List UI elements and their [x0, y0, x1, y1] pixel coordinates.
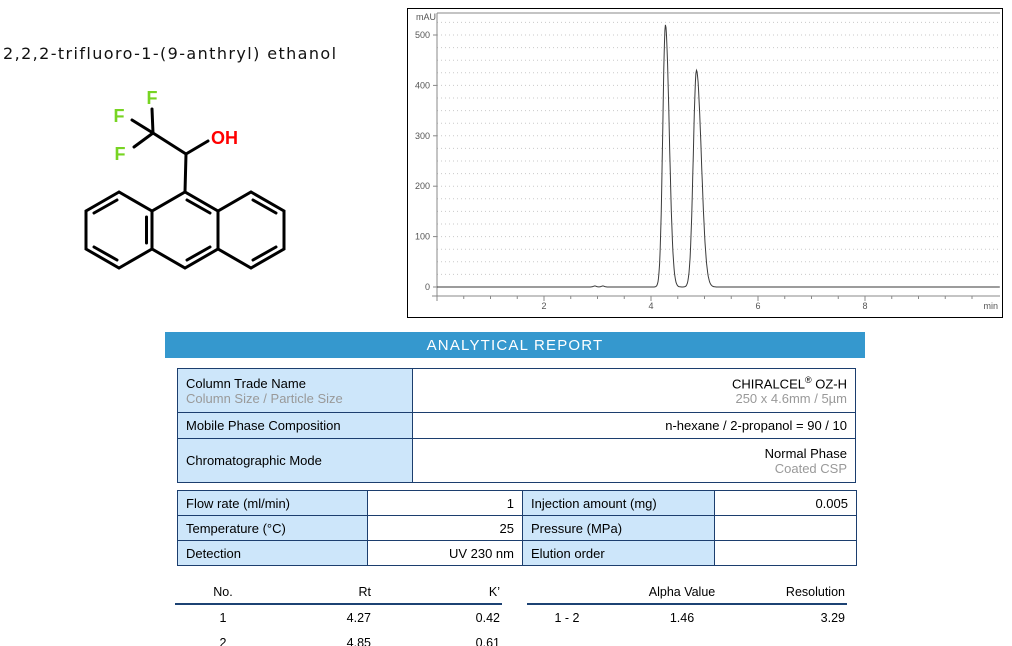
table-row: Detection UV 230 nm Elution order	[177, 540, 857, 566]
info-label: Chromatographic Mode	[177, 438, 413, 483]
param-label: Temperature (°C)	[177, 515, 368, 541]
results-header: No.	[175, 578, 271, 605]
info-sublabel: Column Size / Particle Size	[186, 390, 343, 406]
results-header: Resolution	[757, 578, 847, 605]
svg-text:mAU: mAU	[416, 12, 436, 22]
chromatogram-panel: mAU 0 100 200 300 400 500 2 4 6 8 min	[407, 8, 1003, 318]
results-header	[527, 578, 607, 605]
fluorine-label: F	[114, 106, 125, 126]
table-row: Alpha Value Resolution	[527, 578, 847, 605]
param-value: 1	[367, 490, 523, 516]
results-header: Alpha Value	[607, 578, 757, 605]
report-header-bar: ANALYTICAL REPORT	[165, 332, 865, 358]
param-label: Elution order	[522, 540, 715, 566]
separation-results-table: Alpha Value Resolution 1 - 2 1.46 3.29	[527, 578, 847, 630]
table-row: Chromatographic Mode Normal Phase Coated…	[177, 438, 856, 483]
info-label-cell: Column Trade Name Column Size / Particle…	[177, 368, 413, 413]
info-label: Column Trade Name	[186, 375, 306, 391]
table-row: Flow rate (ml/min) 1 Injection amount (m…	[177, 490, 857, 516]
table-row: Temperature (°C) 25 Pressure (MPa)	[177, 515, 857, 541]
svg-text:400: 400	[415, 80, 430, 90]
molecule-structure: F F F OH	[84, 88, 286, 270]
info-label: Mobile Phase Composition	[177, 412, 413, 439]
peak-k: 0.61	[475, 635, 500, 646]
param-label: Pressure (MPa)	[522, 515, 715, 541]
table-row: Column Trade Name Column Size / Particle…	[177, 368, 856, 413]
info-value-cell: Normal Phase Coated CSP	[412, 438, 856, 483]
info-value: CHIRALCEL® OZ-H	[732, 374, 847, 392]
peak-no: 1	[219, 610, 227, 625]
svg-text:8: 8	[862, 301, 867, 311]
parameters-table: Flow rate (ml/min) 1 Injection amount (m…	[177, 490, 857, 566]
info-subvalue: Coated CSP	[774, 460, 847, 476]
chromatogram-plot: mAU 0 100 200 300 400 500 2 4 6 8 min	[415, 12, 1000, 311]
table-row: 1 4.27 0.42	[175, 604, 502, 630]
peak-k: 0.42	[475, 610, 500, 625]
table-row: 1 - 2 1.46 3.29	[527, 604, 847, 630]
svg-text:100: 100	[415, 232, 430, 242]
peak-rt: 4.85	[346, 635, 371, 646]
fluorine-label: F	[115, 144, 126, 164]
fluorine-label: F	[147, 88, 158, 108]
param-value: UV 230 nm	[367, 540, 523, 566]
param-label: Injection amount (mg)	[522, 490, 715, 516]
info-value: Normal Phase	[764, 445, 847, 461]
svg-text:6: 6	[755, 301, 760, 311]
hydroxyl-label: OH	[211, 128, 238, 148]
peak-pair: 1 - 2	[554, 610, 580, 625]
peak-no: 2	[219, 635, 227, 646]
param-value: 0.005	[714, 490, 857, 516]
param-label: Flow rate (ml/min)	[177, 490, 368, 516]
results-header: Rt	[271, 578, 411, 605]
anthracene-skeleton	[84, 190, 286, 270]
param-label: Detection	[177, 540, 368, 566]
svg-text:200: 200	[415, 181, 430, 191]
compound-title: 2,2,2-trifluoro-1-(9-anthryl) ethanol	[3, 44, 338, 63]
svg-text:min: min	[983, 301, 998, 311]
substituent-bonds	[130, 107, 210, 194]
svg-text:4: 4	[648, 301, 653, 311]
svg-text:300: 300	[415, 131, 430, 141]
column-info-table: Column Trade Name Column Size / Particle…	[177, 368, 856, 483]
info-value: n-hexane / 2-propanol = 90 / 10	[412, 412, 856, 439]
param-value: 25	[367, 515, 523, 541]
peak-results-table: No. Rt K’ 1 4.27 0.42 2 4.85 0.61	[175, 578, 502, 646]
info-subvalue: 250 x 4.6mm / 5µm	[735, 391, 847, 407]
table-row: 2 4.85 0.61	[175, 630, 502, 646]
param-value	[714, 540, 857, 566]
table-row: No. Rt K’	[175, 578, 502, 605]
resolution-value: 3.29	[820, 610, 845, 625]
peak-rt: 4.27	[346, 610, 371, 625]
info-value-cell: CHIRALCEL® OZ-H 250 x 4.6mm / 5µm	[412, 368, 856, 413]
table-row: Mobile Phase Composition n-hexane / 2-pr…	[177, 412, 856, 439]
alpha-value: 1.46	[669, 610, 695, 625]
svg-text:2: 2	[541, 301, 546, 311]
svg-text:0: 0	[425, 282, 430, 292]
svg-text:500: 500	[415, 30, 430, 40]
param-value	[714, 515, 857, 541]
results-header: K’	[411, 578, 502, 605]
